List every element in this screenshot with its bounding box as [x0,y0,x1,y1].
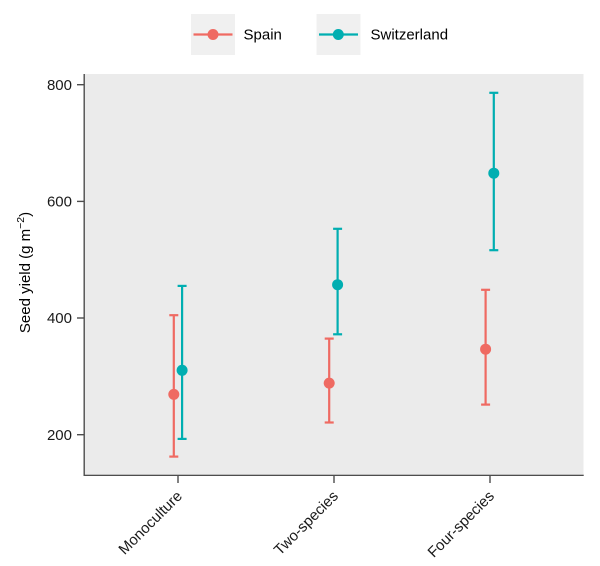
svg-text:Two-species: Two-species [271,488,342,559]
svg-text:Switzerland: Switzerland [371,26,449,43]
svg-text:600: 600 [47,194,72,211]
svg-text:Monoculture: Monoculture [115,488,185,558]
svg-text:200: 200 [47,427,72,444]
svg-text:800: 800 [47,77,72,94]
svg-text:Spain: Spain [244,26,282,43]
svg-text:400: 400 [47,310,72,327]
svg-text:Seed yield (g m−2): Seed yield (g m−2) [15,212,34,333]
svg-text:Four-species: Four-species [424,488,497,561]
